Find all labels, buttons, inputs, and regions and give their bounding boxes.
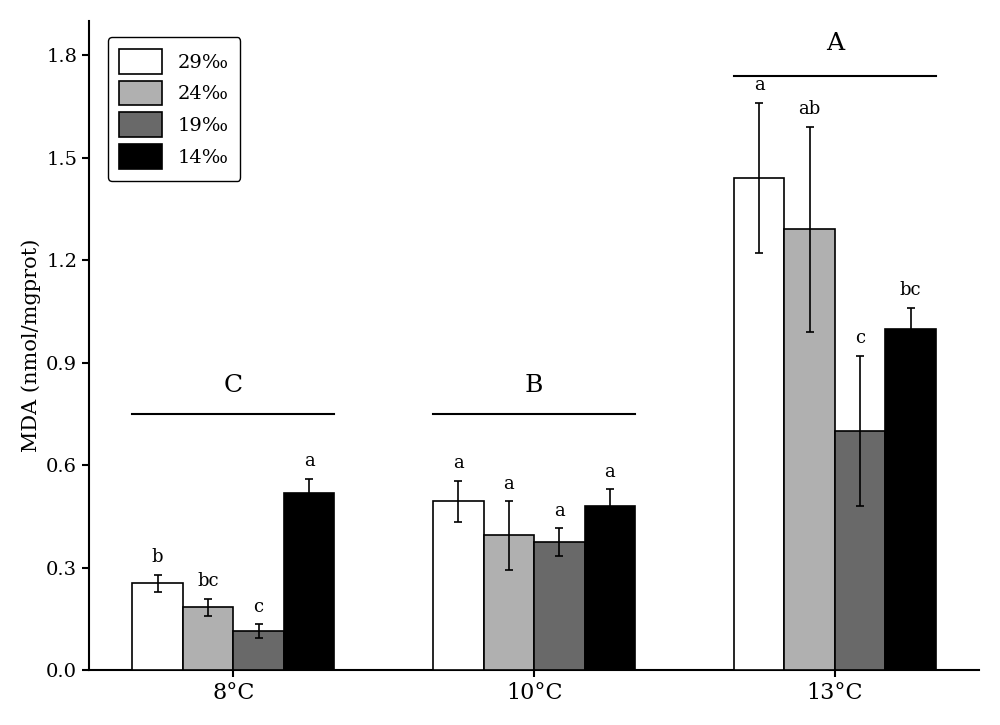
Text: C: C	[224, 374, 243, 397]
Bar	[132, 583, 183, 671]
Text: a: a	[554, 502, 565, 520]
Text: b: b	[152, 548, 163, 566]
Bar	[885, 328, 936, 671]
Text: A: A	[826, 32, 844, 55]
Text: ab: ab	[798, 100, 821, 118]
Bar	[734, 178, 784, 671]
Text: bc: bc	[197, 572, 219, 590]
Text: a: a	[304, 452, 315, 471]
Text: a: a	[604, 463, 615, 481]
Bar	[183, 607, 233, 671]
Bar	[233, 631, 284, 671]
Bar	[585, 506, 635, 671]
Bar	[534, 542, 585, 671]
Legend: 29‰, 24‰, 19‰, 14‰: 29‰, 24‰, 19‰, 14‰	[108, 37, 240, 181]
Y-axis label: MDA (nmol/mgprot): MDA (nmol/mgprot)	[21, 239, 41, 452]
Text: c: c	[855, 329, 865, 347]
Bar	[284, 492, 334, 671]
Text: B: B	[525, 374, 543, 397]
Bar	[484, 535, 534, 671]
Bar	[784, 229, 835, 671]
Text: a: a	[453, 454, 464, 472]
Text: a: a	[503, 475, 514, 492]
Bar	[433, 501, 484, 671]
Text: c: c	[254, 597, 264, 616]
Bar	[835, 431, 885, 671]
Text: a: a	[754, 76, 764, 94]
Text: bc: bc	[900, 281, 921, 299]
